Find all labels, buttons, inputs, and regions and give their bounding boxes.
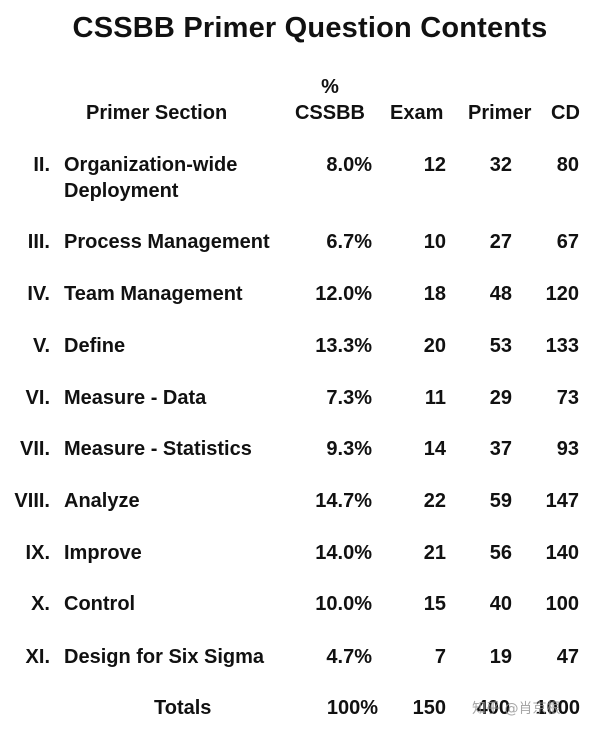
- row-numeral: XI.: [25, 646, 50, 668]
- totals-exam: 150: [412, 697, 446, 719]
- row-exam: 15: [423, 593, 446, 615]
- table-row: VIII. Analyze 14.7% 22 59 147: [0, 488, 600, 534]
- totals-label: Totals: [154, 697, 212, 719]
- row-pct: 7.3%: [326, 387, 372, 409]
- row-cd: 133: [545, 335, 579, 357]
- row-pct: 9.3%: [326, 438, 372, 460]
- header-cd: CD: [551, 102, 580, 124]
- row-pct: 12.0%: [315, 283, 372, 305]
- row-pct: 10.0%: [315, 593, 372, 615]
- row-primer: 29: [489, 387, 512, 409]
- header-exam: Exam: [390, 102, 444, 124]
- row-section: Measure - Data: [64, 387, 207, 409]
- row-primer: 40: [489, 593, 512, 615]
- row-primer: 53: [489, 335, 512, 357]
- row-exam: 14: [423, 438, 446, 460]
- row-pct: 14.0%: [315, 542, 372, 564]
- row-exam: 7: [434, 646, 446, 668]
- row-numeral: IV.: [27, 283, 50, 305]
- row-cd: 100: [545, 593, 579, 615]
- table-row: IV. Team Management 12.0% 18 48 120: [0, 281, 600, 327]
- row-cd: 67: [556, 231, 579, 253]
- row-section: Measure - Statistics: [64, 438, 252, 460]
- row-cd: 140: [545, 542, 579, 564]
- row-section: Define: [64, 335, 126, 357]
- row-exam: 20: [423, 335, 446, 357]
- totals-pct: 100%: [326, 697, 378, 719]
- row-cd: 120: [545, 283, 579, 305]
- header-primer: Primer: [468, 102, 532, 124]
- header-pct-symbol: %: [321, 76, 339, 98]
- header-primer-section: Primer Section: [86, 102, 228, 124]
- row-exam: 11: [424, 387, 446, 409]
- row-pct: 13.3%: [315, 335, 372, 357]
- row-section: Organization-wide Deployment: [64, 154, 238, 202]
- row-pct: 4.7%: [326, 646, 372, 668]
- row-section: Team Management: [64, 283, 243, 305]
- table-row: IX. Improve 14.0% 21 56 140: [0, 540, 600, 586]
- header-pct-cssbb: % CSSBB: [288, 74, 372, 126]
- row-pct: 14.7%: [315, 490, 372, 512]
- page-title: CSSBB Primer Question Contents: [72, 12, 548, 44]
- totals-primer: 400: [476, 697, 510, 719]
- row-numeral: X.: [31, 593, 50, 615]
- row-pct: 8.0%: [326, 154, 372, 176]
- row-exam: 12: [423, 154, 446, 176]
- row-exam: 18: [423, 283, 446, 305]
- totals-cd: 1000: [535, 697, 581, 719]
- totals-row: Totals 100% 150 400 1000: [0, 695, 600, 741]
- row-exam: 21: [423, 542, 446, 564]
- row-section: Design for Six Sigma: [64, 646, 265, 668]
- row-pct: 6.7%: [326, 231, 372, 253]
- row-numeral: VI.: [25, 387, 50, 409]
- table-row: II. Organization-wide Deployment 8.0% 12…: [0, 152, 600, 202]
- row-cd: 147: [545, 490, 579, 512]
- row-primer: 59: [489, 490, 512, 512]
- row-numeral: II.: [33, 154, 50, 176]
- row-numeral: VII.: [19, 438, 50, 460]
- table-row: V. Define 13.3% 20 53 133: [0, 333, 600, 379]
- row-numeral: III.: [27, 231, 50, 253]
- row-cd: 80: [556, 154, 579, 176]
- row-primer: 37: [489, 438, 512, 460]
- row-primer: 32: [489, 154, 512, 176]
- row-section: Analyze: [64, 490, 140, 512]
- row-exam: 22: [423, 490, 446, 512]
- row-numeral: VIII.: [14, 490, 50, 512]
- row-section: Control: [64, 593, 136, 615]
- table-row: XI. Design for Six Sigma 4.7% 7 19 47: [0, 644, 600, 690]
- row-primer: 19: [489, 646, 512, 668]
- row-primer: 56: [489, 542, 512, 564]
- table-row: X. Control 10.0% 15 40 100: [0, 591, 600, 637]
- row-cd: 47: [556, 646, 579, 668]
- row-cd: 93: [556, 438, 579, 460]
- table-row: VI. Measure - Data 7.3% 11 29 73: [0, 385, 600, 431]
- table-row: VII. Measure - Statistics 9.3% 14 37 93: [0, 436, 600, 482]
- row-primer: 48: [489, 283, 512, 305]
- row-exam: 10: [423, 231, 446, 253]
- row-numeral: V.: [32, 335, 50, 357]
- table-row: III. Process Management 6.7% 10 27 67: [0, 229, 600, 275]
- row-numeral: IX.: [25, 542, 50, 564]
- watermark: 知乎 @肖京根: [472, 701, 561, 717]
- row-primer: 27: [489, 231, 512, 253]
- row-section: Improve: [64, 542, 142, 564]
- row-section: Process Management: [64, 231, 270, 253]
- row-cd: 73: [556, 387, 579, 409]
- header-pct-label: CSSBB: [294, 102, 365, 124]
